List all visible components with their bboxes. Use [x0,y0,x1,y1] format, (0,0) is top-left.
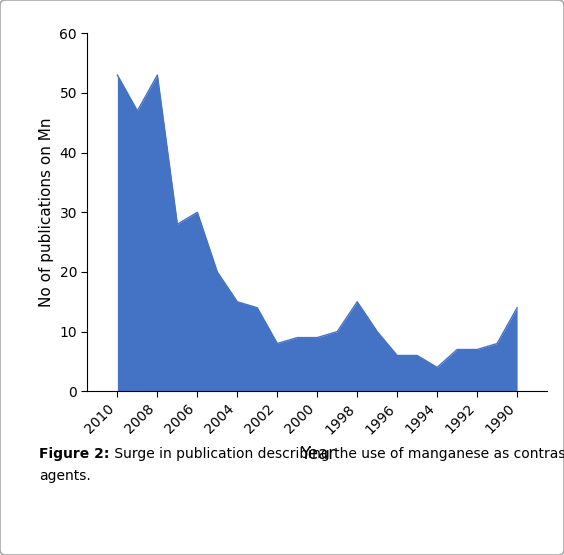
Y-axis label: No of publications on Mn: No of publications on Mn [39,118,54,307]
Text: agents.: agents. [39,469,91,483]
Text: Figure 2:: Figure 2: [39,447,110,461]
Text: Surge in publication describing the use of manganese as contrast: Surge in publication describing the use … [110,447,564,461]
X-axis label: Year: Year [299,445,335,463]
